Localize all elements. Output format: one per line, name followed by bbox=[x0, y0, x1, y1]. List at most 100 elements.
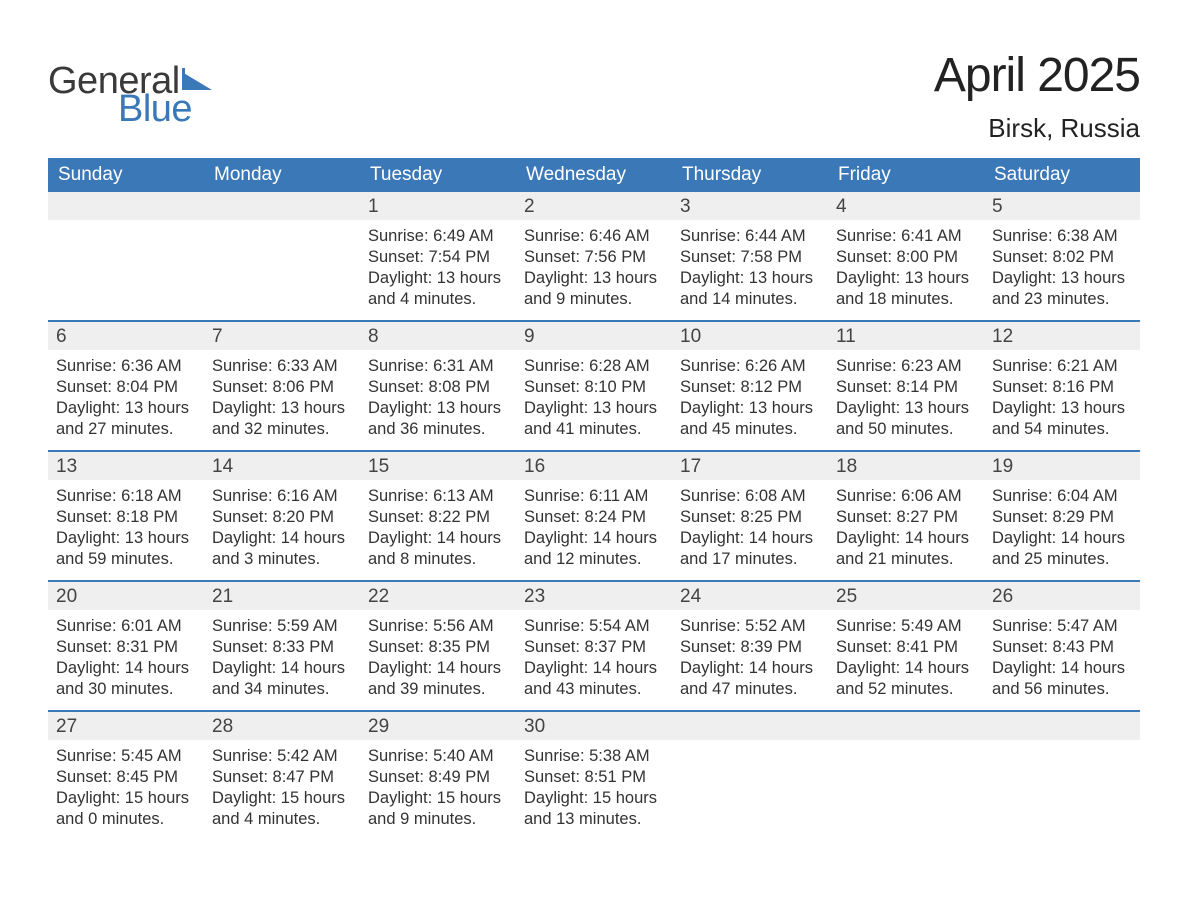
sunrise-text: Sunrise: 6:28 AM bbox=[524, 356, 664, 377]
day-number: 18 bbox=[828, 452, 984, 480]
day-number: 19 bbox=[984, 452, 1140, 480]
day-body: Sunrise: 6:18 AMSunset: 8:18 PMDaylight:… bbox=[48, 480, 204, 578]
day-body: Sunrise: 6:23 AMSunset: 8:14 PMDaylight:… bbox=[828, 350, 984, 448]
day-cell: 12Sunrise: 6:21 AMSunset: 8:16 PMDayligh… bbox=[984, 322, 1140, 450]
day-cell: 3Sunrise: 6:44 AMSunset: 7:58 PMDaylight… bbox=[672, 192, 828, 320]
sunset-text: Sunset: 8:18 PM bbox=[56, 507, 196, 528]
day-body: Sunrise: 6:08 AMSunset: 8:25 PMDaylight:… bbox=[672, 480, 828, 578]
day-cell: 6Sunrise: 6:36 AMSunset: 8:04 PMDaylight… bbox=[48, 322, 204, 450]
sunset-text: Sunset: 8:45 PM bbox=[56, 767, 196, 788]
day-cell: 9Sunrise: 6:28 AMSunset: 8:10 PMDaylight… bbox=[516, 322, 672, 450]
day-body: Sunrise: 5:45 AMSunset: 8:45 PMDaylight:… bbox=[48, 740, 204, 838]
week-row: 13Sunrise: 6:18 AMSunset: 8:18 PMDayligh… bbox=[48, 450, 1140, 580]
day-body: Sunrise: 6:28 AMSunset: 8:10 PMDaylight:… bbox=[516, 350, 672, 448]
daylight-text: Daylight: 14 hours and 43 minutes. bbox=[524, 658, 664, 700]
sunrise-text: Sunrise: 5:49 AM bbox=[836, 616, 976, 637]
week-row: 1Sunrise: 6:49 AMSunset: 7:54 PMDaylight… bbox=[48, 192, 1140, 320]
day-cell bbox=[828, 712, 984, 840]
sunset-text: Sunset: 7:54 PM bbox=[368, 247, 508, 268]
daylight-text: Daylight: 13 hours and 36 minutes. bbox=[368, 398, 508, 440]
day-cell: 13Sunrise: 6:18 AMSunset: 8:18 PMDayligh… bbox=[48, 452, 204, 580]
day-body: Sunrise: 5:59 AMSunset: 8:33 PMDaylight:… bbox=[204, 610, 360, 708]
day-number: 3 bbox=[672, 192, 828, 220]
daylight-text: Daylight: 13 hours and 41 minutes. bbox=[524, 398, 664, 440]
weekday-header: Thursday bbox=[672, 158, 828, 192]
weekday-header: Monday bbox=[204, 158, 360, 192]
sunset-text: Sunset: 8:16 PM bbox=[992, 377, 1132, 398]
day-cell: 28Sunrise: 5:42 AMSunset: 8:47 PMDayligh… bbox=[204, 712, 360, 840]
week-row: 6Sunrise: 6:36 AMSunset: 8:04 PMDaylight… bbox=[48, 320, 1140, 450]
day-body: Sunrise: 5:38 AMSunset: 8:51 PMDaylight:… bbox=[516, 740, 672, 838]
day-number: 26 bbox=[984, 582, 1140, 610]
sunset-text: Sunset: 8:39 PM bbox=[680, 637, 820, 658]
day-cell: 24Sunrise: 5:52 AMSunset: 8:39 PMDayligh… bbox=[672, 582, 828, 710]
sunset-text: Sunset: 8:25 PM bbox=[680, 507, 820, 528]
weekday-header: Wednesday bbox=[516, 158, 672, 192]
daylight-text: Daylight: 15 hours and 9 minutes. bbox=[368, 788, 508, 830]
day-body: Sunrise: 6:33 AMSunset: 8:06 PMDaylight:… bbox=[204, 350, 360, 448]
day-cell: 27Sunrise: 5:45 AMSunset: 8:45 PMDayligh… bbox=[48, 712, 204, 840]
sunset-text: Sunset: 8:14 PM bbox=[836, 377, 976, 398]
day-number: 30 bbox=[516, 712, 672, 740]
sunrise-text: Sunrise: 6:41 AM bbox=[836, 226, 976, 247]
sunset-text: Sunset: 8:33 PM bbox=[212, 637, 352, 658]
sunset-text: Sunset: 8:37 PM bbox=[524, 637, 664, 658]
day-number bbox=[672, 712, 828, 740]
sunset-text: Sunset: 8:10 PM bbox=[524, 377, 664, 398]
day-body: Sunrise: 5:42 AMSunset: 8:47 PMDaylight:… bbox=[204, 740, 360, 838]
day-number: 17 bbox=[672, 452, 828, 480]
sunset-text: Sunset: 8:08 PM bbox=[368, 377, 508, 398]
sunset-text: Sunset: 8:24 PM bbox=[524, 507, 664, 528]
day-number: 7 bbox=[204, 322, 360, 350]
day-body: Sunrise: 6:11 AMSunset: 8:24 PMDaylight:… bbox=[516, 480, 672, 578]
day-cell: 22Sunrise: 5:56 AMSunset: 8:35 PMDayligh… bbox=[360, 582, 516, 710]
day-cell: 25Sunrise: 5:49 AMSunset: 8:41 PMDayligh… bbox=[828, 582, 984, 710]
sunset-text: Sunset: 8:06 PM bbox=[212, 377, 352, 398]
title-block: April 2025 Birsk, Russia bbox=[934, 48, 1140, 144]
sunrise-text: Sunrise: 6:33 AM bbox=[212, 356, 352, 377]
sunrise-text: Sunrise: 5:54 AM bbox=[524, 616, 664, 637]
location: Birsk, Russia bbox=[934, 113, 1140, 144]
daylight-text: Daylight: 13 hours and 23 minutes. bbox=[992, 268, 1132, 310]
daylight-text: Daylight: 14 hours and 47 minutes. bbox=[680, 658, 820, 700]
sunset-text: Sunset: 8:04 PM bbox=[56, 377, 196, 398]
weeks-container: 1Sunrise: 6:49 AMSunset: 7:54 PMDaylight… bbox=[48, 192, 1140, 840]
sunrise-text: Sunrise: 5:47 AM bbox=[992, 616, 1132, 637]
sunset-text: Sunset: 8:51 PM bbox=[524, 767, 664, 788]
day-cell: 14Sunrise: 6:16 AMSunset: 8:20 PMDayligh… bbox=[204, 452, 360, 580]
day-body: Sunrise: 6:26 AMSunset: 8:12 PMDaylight:… bbox=[672, 350, 828, 448]
day-number: 6 bbox=[48, 322, 204, 350]
daylight-text: Daylight: 13 hours and 54 minutes. bbox=[992, 398, 1132, 440]
day-cell: 18Sunrise: 6:06 AMSunset: 8:27 PMDayligh… bbox=[828, 452, 984, 580]
day-number bbox=[48, 192, 204, 220]
sunrise-text: Sunrise: 5:40 AM bbox=[368, 746, 508, 767]
daylight-text: Daylight: 13 hours and 59 minutes. bbox=[56, 528, 196, 570]
day-number: 16 bbox=[516, 452, 672, 480]
day-cell bbox=[204, 192, 360, 320]
calendar: Sunday Monday Tuesday Wednesday Thursday… bbox=[48, 158, 1140, 840]
day-number: 24 bbox=[672, 582, 828, 610]
sunset-text: Sunset: 8:22 PM bbox=[368, 507, 508, 528]
daylight-text: Daylight: 14 hours and 30 minutes. bbox=[56, 658, 196, 700]
sunrise-text: Sunrise: 6:36 AM bbox=[56, 356, 196, 377]
daylight-text: Daylight: 14 hours and 21 minutes. bbox=[836, 528, 976, 570]
day-body: Sunrise: 6:06 AMSunset: 8:27 PMDaylight:… bbox=[828, 480, 984, 578]
sunset-text: Sunset: 8:35 PM bbox=[368, 637, 508, 658]
day-number: 4 bbox=[828, 192, 984, 220]
daylight-text: Daylight: 14 hours and 52 minutes. bbox=[836, 658, 976, 700]
day-cell: 15Sunrise: 6:13 AMSunset: 8:22 PMDayligh… bbox=[360, 452, 516, 580]
sunset-text: Sunset: 8:31 PM bbox=[56, 637, 196, 658]
day-cell bbox=[984, 712, 1140, 840]
day-number: 10 bbox=[672, 322, 828, 350]
day-number: 2 bbox=[516, 192, 672, 220]
day-number: 1 bbox=[360, 192, 516, 220]
sunset-text: Sunset: 7:56 PM bbox=[524, 247, 664, 268]
day-cell: 19Sunrise: 6:04 AMSunset: 8:29 PMDayligh… bbox=[984, 452, 1140, 580]
sunset-text: Sunset: 8:43 PM bbox=[992, 637, 1132, 658]
day-cell: 20Sunrise: 6:01 AMSunset: 8:31 PMDayligh… bbox=[48, 582, 204, 710]
day-body: Sunrise: 6:36 AMSunset: 8:04 PMDaylight:… bbox=[48, 350, 204, 448]
logo: General Blue bbox=[48, 62, 212, 128]
day-body: Sunrise: 6:16 AMSunset: 8:20 PMDaylight:… bbox=[204, 480, 360, 578]
day-cell: 21Sunrise: 5:59 AMSunset: 8:33 PMDayligh… bbox=[204, 582, 360, 710]
daylight-text: Daylight: 13 hours and 45 minutes. bbox=[680, 398, 820, 440]
